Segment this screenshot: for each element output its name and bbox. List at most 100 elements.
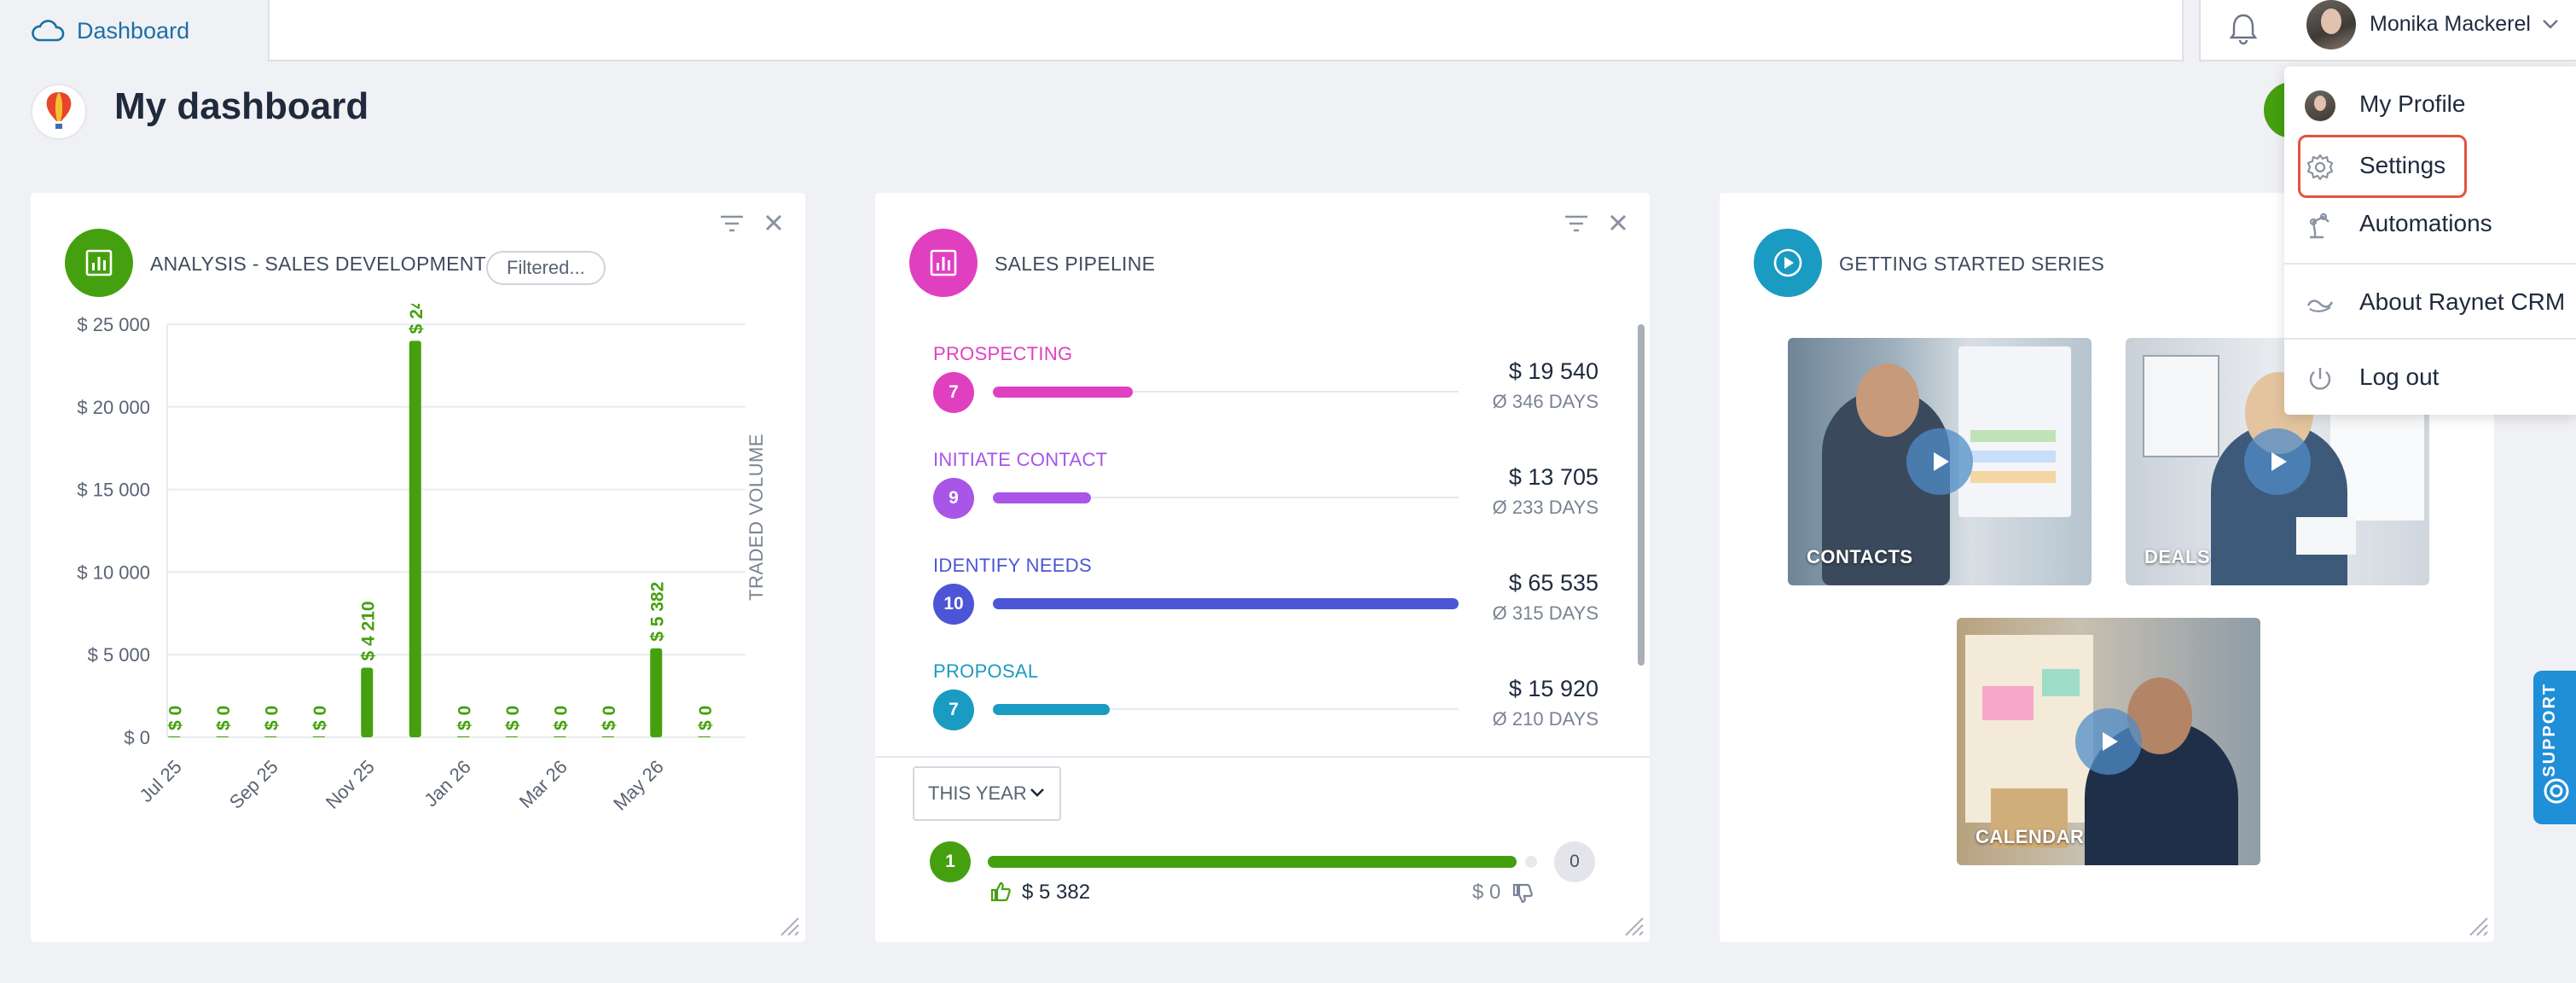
stage-avg-days: Ø 210 DAYS	[1492, 708, 1598, 730]
stage-progress-bar	[993, 387, 1133, 398]
chart-value-label: $ 0	[600, 706, 619, 730]
chart-x-tick-label: Sep 25	[225, 756, 282, 813]
lost-progress-dot	[1525, 856, 1537, 868]
chart-y-tick-label: $ 20 000	[77, 397, 150, 418]
bell-icon[interactable]	[2226, 10, 2260, 48]
stage-track	[993, 391, 1459, 393]
close-icon[interactable]	[1607, 212, 1629, 234]
chart-bar	[409, 340, 421, 737]
pipeline-scrollbar[interactable]	[1638, 324, 1645, 666]
chart-value-label: $ 0	[165, 706, 185, 730]
avatar-icon	[2305, 90, 2335, 121]
chart-value-label: $ 0	[262, 706, 281, 730]
chart-y-ticks: $ 25 000 $ 20 000 $ 15 000 $ 10 000 $ 5 000 $…	[77, 314, 150, 748]
resize-handle-icon[interactable]	[775, 911, 800, 937]
chart-value-label: $ 24 000	[407, 304, 426, 334]
settings-highlight	[2298, 135, 2467, 198]
play-circle-icon	[1773, 248, 1802, 277]
video-label: CONTACTS	[1807, 546, 1913, 567]
stage-name: PROPOSAL	[933, 660, 1039, 682]
chevron-down-icon[interactable]	[2538, 12, 2562, 36]
filtered-chip[interactable]: Filtered...	[486, 251, 606, 285]
user-name[interactable]: Monika Mackerel	[2370, 12, 2531, 36]
chart-bar	[264, 736, 277, 737]
chart-bar	[601, 736, 614, 737]
pipeline-stage[interactable]: INITIATE CONTACT 9 $ 13 705 Ø 233 DAYS	[933, 449, 1598, 543]
stage-progress-bar	[993, 598, 1459, 609]
stage-amount: $ 65 535	[1508, 570, 1598, 596]
chart-y-tick-label: $ 5 000	[88, 644, 150, 666]
period-select[interactable]: THIS YEAR	[913, 766, 1061, 821]
analysis-widget: ANALYSIS - SALES DEVELOPMENT Filtered...…	[31, 193, 805, 942]
stage-progress-bar	[993, 704, 1110, 715]
chart-grid	[166, 323, 746, 738]
support-tab[interactable]	[2533, 671, 2576, 824]
pipeline-stage[interactable]: PROPOSAL 7 $ 15 920 Ø 210 DAYS	[933, 660, 1598, 754]
resize-handle-icon[interactable]	[2463, 911, 2489, 937]
power-icon	[2309, 368, 2331, 390]
close-icon[interactable]	[763, 212, 785, 234]
analysis-widget-title: ANALYSIS - SALES DEVELOPMENT	[150, 253, 486, 275]
menu-item-label: Settings	[2359, 152, 2446, 178]
chart-value-labels: $ 0 $ 0 $ 0 $ 0 $ 4 210 $ 24 000 $ 0 $ 0 $ 0 $ 0 $…	[165, 304, 716, 730]
menu-item-about[interactable]: About Raynet CRM	[2284, 276, 2576, 328]
menu-item-logout[interactable]: Log out	[2284, 352, 2576, 403]
page-title: My dashboard	[114, 85, 369, 127]
chart-value-label: $ 0	[310, 706, 330, 730]
chart-bar	[361, 667, 374, 737]
stage-avg-days: Ø 315 DAYS	[1492, 602, 1598, 624]
top-bar: Dashboard Monika Mackerel	[0, 0, 2576, 61]
play-icon[interactable]	[1906, 428, 1973, 495]
play-icon[interactable]	[2075, 708, 2142, 775]
filter-icon[interactable]	[1563, 212, 1590, 236]
menu-item-automations[interactable]: Automations	[2284, 198, 2576, 249]
resize-handle-icon[interactable]	[1619, 911, 1645, 937]
stage-progress-bar	[993, 492, 1091, 503]
chart-bar	[312, 736, 325, 737]
raynet-logo-icon	[2306, 300, 2334, 312]
play-icon[interactable]	[2244, 428, 2311, 495]
sales-pipeline-widget: SALES PIPELINE PROSPECTING 7 $ 19 540 Ø …	[875, 193, 1650, 942]
pipeline-stage[interactable]: IDENTIFY NEEDS 10 $ 65 535 Ø 315 DAYS	[933, 555, 1598, 649]
chart-value-label: $ 0	[551, 706, 571, 730]
support-label[interactable]: SUPPORT	[2540, 683, 2559, 777]
stage-name: INITIATE CONTACT	[933, 449, 1108, 470]
video-calendar[interactable]: CALENDAR	[1957, 618, 2260, 865]
chart-bar	[216, 736, 229, 737]
chart-bar	[554, 736, 566, 737]
stage-name: IDENTIFY NEEDS	[933, 555, 1092, 576]
menu-divider	[2284, 338, 2576, 340]
bar-chart-icon	[930, 249, 957, 276]
chevron-down-icon[interactable]	[1027, 782, 1047, 802]
chart-y-tick-label: $ 25 000	[77, 314, 150, 335]
chart-value-label: $ 5 382	[647, 582, 667, 642]
dashboard-tab[interactable]: Dashboard	[0, 0, 270, 61]
stage-track	[993, 708, 1459, 710]
chart-bar	[698, 736, 711, 737]
won-count-badge: 1	[930, 841, 971, 882]
stage-count-badge: 10	[933, 584, 974, 625]
filter-icon[interactable]	[718, 212, 746, 236]
sales-development-chart: $ 25 000 $ 20 000 $ 15 000 $ 10 000 $ 5 000 $…	[77, 304, 767, 815]
user-avatar[interactable]	[2306, 0, 2356, 49]
thumbs-up-icon	[990, 881, 1011, 902]
menu-item-label: Log out	[2359, 364, 2440, 390]
stage-count-badge: 7	[933, 372, 974, 413]
chart-y-tick-label: $ 15 000	[77, 480, 150, 501]
video-contacts[interactable]: CONTACTS	[1788, 338, 2092, 585]
chart-x-tick-label: Jan 26	[420, 756, 474, 811]
menu-divider	[2284, 263, 2576, 265]
stage-track	[993, 497, 1459, 498]
stage-amount: $ 15 920	[1508, 676, 1598, 701]
pipeline-stage[interactable]: PROSPECTING 7 $ 19 540 Ø 346 DAYS	[933, 343, 1598, 437]
menu-item-settings[interactable]: Settings	[2284, 140, 2576, 191]
menu-item-my-profile[interactable]: My Profile	[2284, 79, 2576, 130]
won-progress-bar	[988, 856, 1517, 868]
dashboard-tab-label: Dashboard	[77, 17, 190, 44]
chart-x-tick-label: Mar 26	[515, 756, 571, 812]
gear-icon	[2306, 154, 2334, 181]
hot-air-balloon-icon	[46, 92, 72, 129]
user-box	[2199, 0, 2576, 61]
cloud-icon	[32, 20, 65, 42]
chart-x-tick-label: Jul 25	[136, 756, 186, 806]
